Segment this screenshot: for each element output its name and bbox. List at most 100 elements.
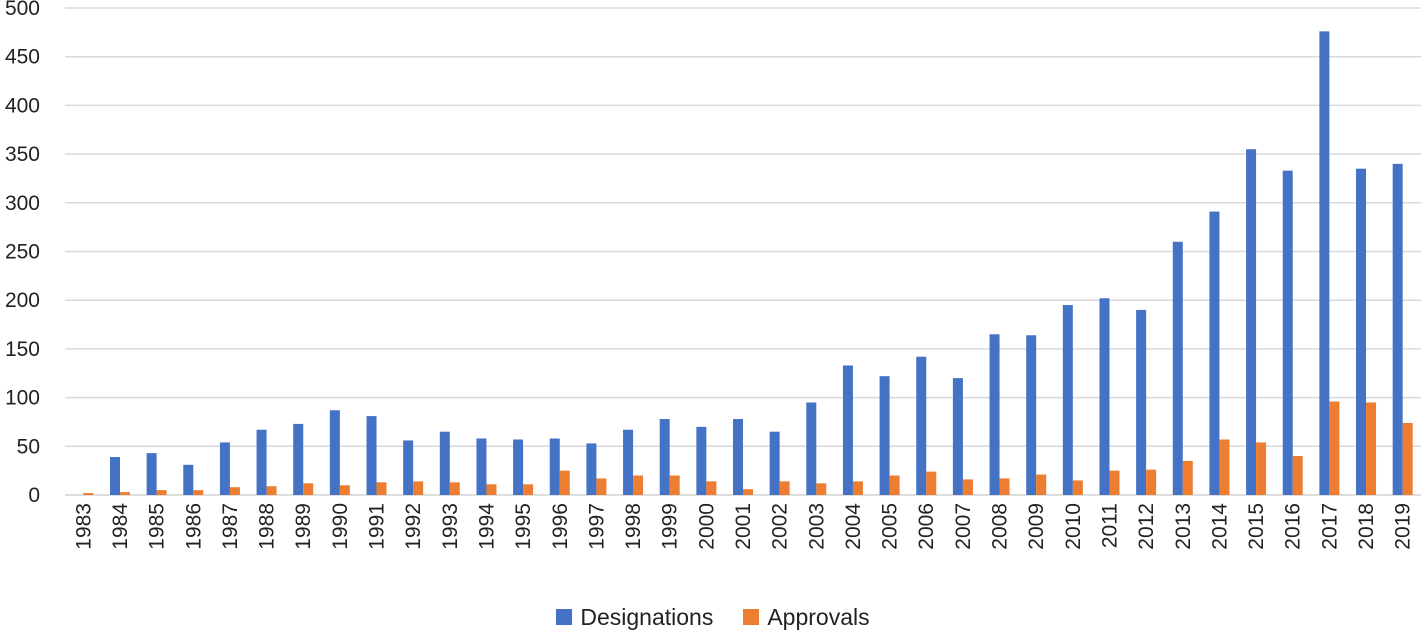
legend-item-approvals: Approvals xyxy=(743,603,870,631)
x-tick-label: 2017 xyxy=(1318,503,1341,550)
bar-designations-1984 xyxy=(109,457,120,495)
bar-designations-2008 xyxy=(989,334,1000,495)
x-tick-label: 1998 xyxy=(622,503,645,550)
bar-approvals-1995 xyxy=(523,484,534,495)
bar-approvals-2009 xyxy=(1036,474,1047,495)
bar-designations-1988 xyxy=(256,429,267,495)
x-tick-label: 1991 xyxy=(366,503,389,550)
bar-designations-2011 xyxy=(1099,298,1110,495)
legend-swatch-approvals xyxy=(743,609,760,625)
bar-designations-1992 xyxy=(403,440,414,495)
bar-approvals-2003 xyxy=(816,483,827,495)
bar-designations-2016 xyxy=(1282,170,1293,495)
x-tick-label: 1994 xyxy=(475,503,498,550)
bar-approvals-1997 xyxy=(596,478,607,495)
bar-designations-1989 xyxy=(293,423,304,495)
x-tick-label: 2004 xyxy=(842,503,865,550)
bar-designations-2010 xyxy=(1062,305,1073,495)
x-tick-label: 1990 xyxy=(329,503,352,550)
bar-designations-2012 xyxy=(1136,309,1147,495)
bar-designations-1998 xyxy=(623,429,634,495)
y-tick-label: 100 xyxy=(5,387,40,410)
bar-approvals-2006 xyxy=(926,471,937,495)
bar-approvals-2001 xyxy=(743,489,753,495)
x-tick-label: 2011 xyxy=(1098,503,1121,548)
x-tick-label: 2007 xyxy=(952,503,975,550)
gridlines xyxy=(65,7,1421,496)
x-tick-label: 2002 xyxy=(769,503,792,550)
bar-designations-1985 xyxy=(146,453,157,495)
x-tick-label: 2008 xyxy=(989,503,1012,550)
bar-approvals-1996 xyxy=(559,470,570,495)
bar-approvals-2013 xyxy=(1182,460,1193,495)
bar-approvals-1987 xyxy=(229,487,240,495)
bar-designations-2018 xyxy=(1356,168,1367,495)
bar-designations-1999 xyxy=(659,419,670,495)
bar-designations-1986 xyxy=(183,464,194,495)
bar-designations-2013 xyxy=(1172,241,1183,495)
bar-designations-2015 xyxy=(1246,149,1257,496)
y-tick-label: 200 xyxy=(5,289,40,312)
x-tick-label: 1993 xyxy=(439,503,462,550)
legend-label-approvals: Approvals xyxy=(767,603,870,630)
bar-approvals-2002 xyxy=(779,481,790,495)
bar-approvals-2004 xyxy=(852,481,863,495)
bar-approvals-1998 xyxy=(633,475,644,495)
y-tick-label: 500 xyxy=(5,0,40,20)
x-tick-label: 2003 xyxy=(805,503,828,550)
legend-label-designations: Designations xyxy=(580,603,714,630)
bar-designations-2001 xyxy=(733,419,743,495)
x-tick-label: 1985 xyxy=(146,503,169,550)
x-tick-label: 1999 xyxy=(659,503,682,550)
bar-designations-2007 xyxy=(952,378,963,495)
bar-approvals-1986 xyxy=(193,490,204,495)
bar-designations-2002 xyxy=(769,431,780,495)
x-tick-label: 2016 xyxy=(1282,503,1305,550)
bar-approvals-2007 xyxy=(962,479,973,495)
x-tick-label: 1988 xyxy=(256,503,279,550)
bar-designations-2017 xyxy=(1319,31,1330,495)
legend-item-designations: Designations xyxy=(556,604,713,631)
bar-designations-1991 xyxy=(366,416,377,495)
bar-approvals-2000 xyxy=(706,481,717,495)
bar-designations-2000 xyxy=(696,426,707,495)
bar-designations-2004 xyxy=(842,365,853,495)
x-tick-label: 1983 xyxy=(72,503,95,550)
bar-approvals-2017 xyxy=(1329,401,1340,495)
x-tick-label: 2018 xyxy=(1355,503,1378,550)
x-tick-label: 2001 xyxy=(732,503,755,550)
bar-designations-1993 xyxy=(439,431,450,495)
bar-designations-1987 xyxy=(219,442,230,495)
bar-approvals-1984 xyxy=(119,492,130,495)
bar-approvals-2019 xyxy=(1402,422,1413,495)
x-tick-label: 1989 xyxy=(292,503,315,550)
x-tick-label: 1992 xyxy=(402,503,425,550)
y-tick-label: 250 xyxy=(5,241,40,264)
y-tick-label: 50 xyxy=(17,435,40,458)
bar-approvals-2015 xyxy=(1256,442,1267,495)
legend: Designations Approvals xyxy=(0,601,1426,633)
bar-approvals-1990 xyxy=(339,485,350,495)
bar-approvals-1983 xyxy=(83,493,94,495)
x-tick-label: 2010 xyxy=(1062,503,1085,550)
x-tick-label: 2000 xyxy=(695,503,718,550)
bar-approvals-2014 xyxy=(1219,439,1230,495)
bar-designations-2019 xyxy=(1392,163,1403,495)
x-tick-label: 2019 xyxy=(1392,503,1415,550)
bar-approvals-2008 xyxy=(999,478,1010,495)
y-axis: 0 50 100 150 200 250 300 350 400 450 500 xyxy=(5,0,40,507)
bar-approvals-1999 xyxy=(669,475,680,495)
bar-approvals-2010 xyxy=(1072,480,1083,495)
bar-approvals-1993 xyxy=(449,482,460,495)
bar-approvals-1994 xyxy=(486,484,497,495)
x-tick-label: 1987 xyxy=(219,503,242,550)
bar-designations-2005 xyxy=(879,376,890,495)
bar-designations-2009 xyxy=(1026,335,1037,495)
x-tick-label: 2012 xyxy=(1135,503,1158,550)
bar-designations-1996 xyxy=(549,438,560,495)
x-tick-label: 1997 xyxy=(585,503,608,550)
bar-designations-2006 xyxy=(916,356,927,495)
y-tick-label: 400 xyxy=(5,94,40,117)
x-tick-label: 2013 xyxy=(1172,503,1195,550)
